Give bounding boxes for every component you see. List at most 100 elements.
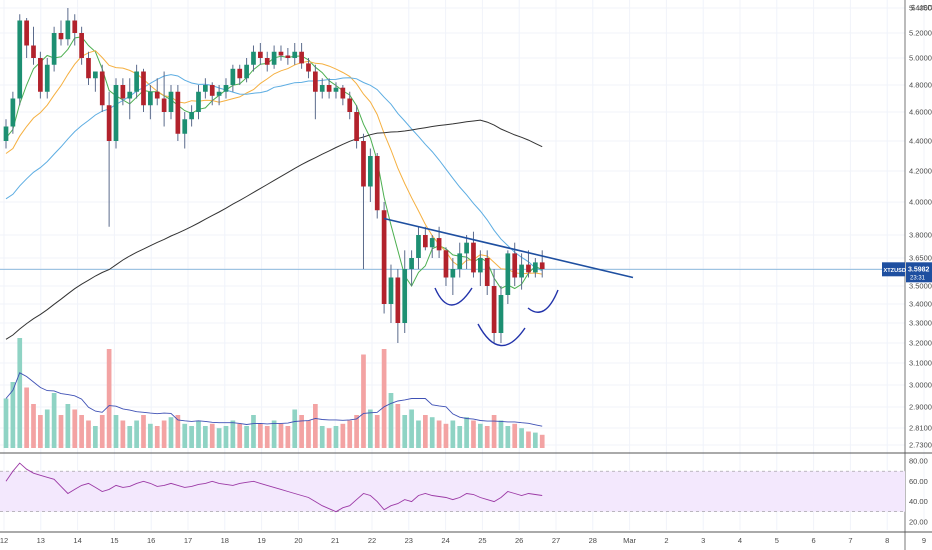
- time-tick-label: 15: [110, 536, 118, 545]
- volume-bar: [168, 417, 174, 448]
- candle-body: [450, 269, 456, 278]
- price-tick-label: 3.1000: [909, 359, 932, 368]
- time-tick-label: 24: [441, 536, 449, 545]
- last-price-badge: XTZUSD 3.5982 23:31: [882, 262, 932, 283]
- candle-body: [484, 258, 490, 286]
- price-tick-label: 5.0000: [909, 54, 932, 63]
- candlestick-series: [3, 8, 545, 343]
- rsi-tick-label: 20.00: [909, 517, 928, 526]
- symbol-label: XTZUSD: [884, 268, 906, 274]
- volume-bar: [381, 349, 387, 448]
- price-axis[interactable]: 2.7300 2.8100 2.9000 3.0000 3.1000 3.2000 3.30…: [909, 3, 932, 450]
- volume-bar: [526, 431, 531, 448]
- rsi-axis: 80.00 60.00 40.00 20.00: [909, 457, 928, 527]
- volume-bar: [86, 420, 91, 448]
- volume-bar: [99, 415, 105, 448]
- time-tick-label: 17: [184, 536, 192, 545]
- candle-body: [505, 253, 511, 295]
- volume-bar: [409, 409, 414, 448]
- price-tick-label: 4.6000: [909, 108, 932, 117]
- volume-bar: [498, 420, 504, 448]
- time-tick-label: 21: [331, 536, 339, 545]
- candle-body: [526, 264, 531, 273]
- volume-bar: [368, 409, 373, 448]
- volume-bar: [24, 387, 29, 448]
- price-tick-label: 3.4000: [909, 300, 932, 309]
- volume-bar: [471, 420, 476, 448]
- right-shoulder-arc: [527, 289, 559, 313]
- time-tick-label: 19: [257, 536, 265, 545]
- volume-bar: [251, 415, 256, 448]
- moving-average-lines: [5, 36, 543, 340]
- volume-bar: [491, 415, 497, 448]
- volume-bar: [484, 426, 490, 448]
- candle-body: [106, 105, 112, 141]
- time-tick-label: 6: [812, 536, 816, 545]
- volume-bar: [31, 404, 36, 448]
- candle-body: [38, 58, 43, 92]
- price-tick-label: 4.0000: [909, 198, 932, 207]
- candle-body: [292, 51, 298, 58]
- candle-body: [457, 253, 463, 269]
- volume-bar: [148, 423, 153, 448]
- candle-body: [381, 210, 387, 304]
- candle-body: [306, 63, 311, 72]
- volume-bar: [512, 423, 518, 448]
- candle-body: [189, 112, 194, 120]
- candle-body: [209, 85, 215, 96]
- volume-bar: [10, 382, 16, 448]
- candle-body: [436, 238, 442, 251]
- volume-bar: [38, 415, 43, 448]
- time-tick-label: 2: [664, 536, 668, 545]
- time-axis[interactable]: 12 13 14 15 16 17 18 19 20 21 22 23 24 25 26 27 28 Mar 2 3 4…: [0, 536, 926, 545]
- volume-bar: [395, 404, 401, 448]
- candle-body: [471, 242, 476, 273]
- volume-bar: [354, 415, 359, 448]
- time-tick-label: 22: [368, 536, 376, 545]
- price-badge: [906, 262, 932, 283]
- volume-bar: [237, 423, 243, 448]
- volume-bar: [113, 415, 119, 448]
- candle-body: [148, 91, 153, 106]
- time-tick-label: 8: [885, 536, 889, 545]
- volume-bar: [313, 404, 318, 448]
- volume-bar: [429, 417, 435, 448]
- volume-bar: [361, 354, 366, 448]
- time-tick-label: 14: [73, 536, 81, 545]
- candle-body: [532, 262, 538, 273]
- candle-body: [519, 264, 524, 278]
- volume-bar: [477, 423, 483, 448]
- rsi-tick-label: 80.00: [909, 457, 928, 466]
- candle-body: [216, 91, 222, 96]
- volume-bar: [519, 428, 524, 448]
- volume-bar: [505, 426, 511, 448]
- candle-body: [278, 51, 284, 56]
- candle-body: [10, 98, 16, 127]
- volume-bar: [209, 423, 215, 448]
- candle-body: [326, 85, 332, 92]
- volume-bar: [258, 423, 263, 448]
- volume-bars: [3, 338, 545, 448]
- candle-body: [285, 55, 291, 58]
- volume-bar: [141, 415, 146, 448]
- volume-bar: [347, 420, 353, 448]
- candle-body: [196, 91, 201, 112]
- candle-body: [333, 87, 339, 92]
- candle-body: [244, 64, 249, 79]
- volume-bar: [402, 415, 408, 448]
- candle-body: [395, 277, 401, 323]
- time-tick-label: 25: [478, 536, 486, 545]
- time-tick-label: Mar: [623, 536, 636, 545]
- candle-body: [113, 85, 119, 141]
- rsi-tick-label: 60.00: [909, 477, 928, 486]
- candle-body: [491, 286, 497, 333]
- price-tick-label: 3.8000: [909, 231, 932, 240]
- candle-body: [313, 71, 318, 92]
- volume-bar: [223, 426, 229, 448]
- candle-body: [79, 33, 84, 58]
- currency-label: $ USD: [911, 3, 932, 12]
- candle-body: [409, 258, 414, 269]
- rsi-line: [5, 462, 543, 513]
- volume-bar: [285, 426, 291, 448]
